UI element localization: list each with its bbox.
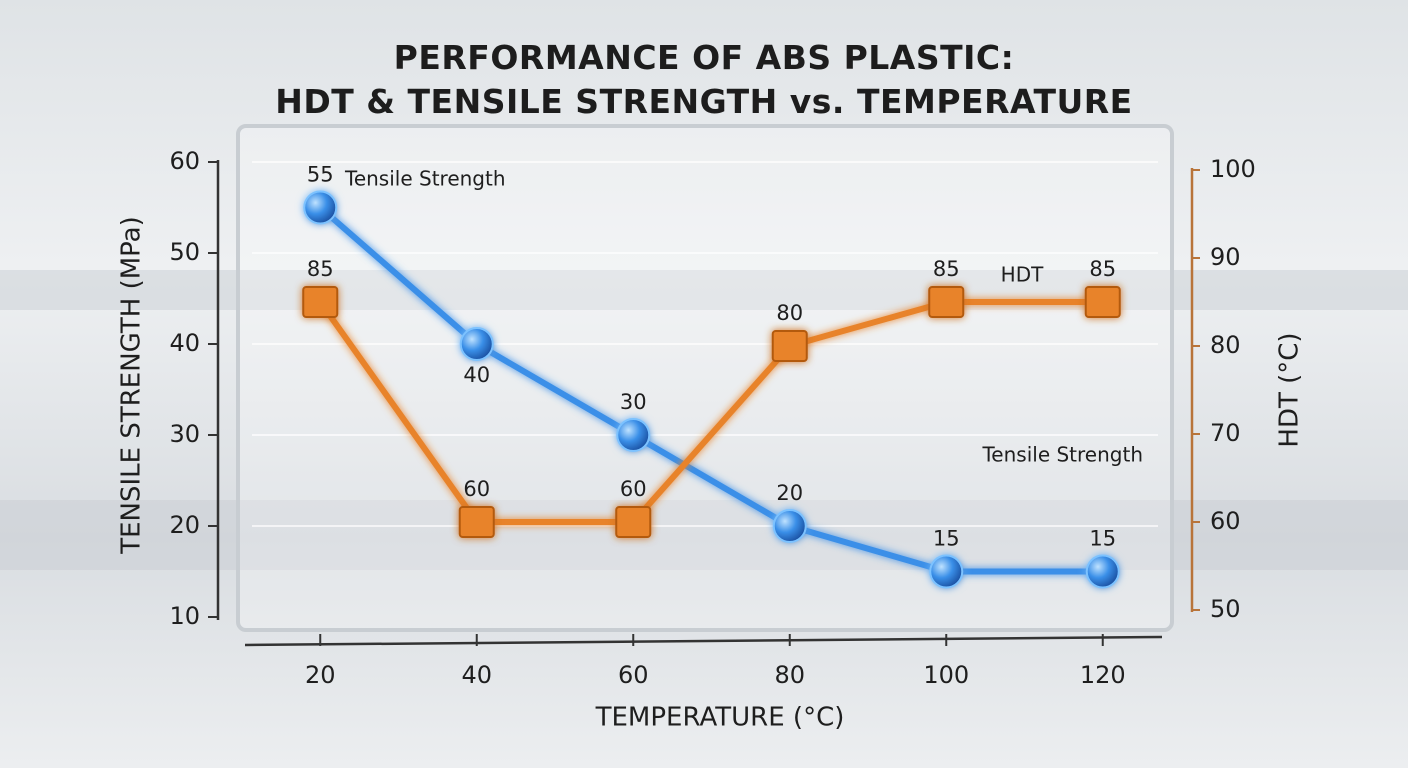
marker bbox=[771, 330, 808, 362]
y-tick-label: 60 bbox=[169, 147, 200, 175]
marker bbox=[459, 327, 494, 361]
chart-title: PERFORMANCE OF ABS PLASTIC: HDT & TENSIL… bbox=[275, 38, 1133, 121]
data-label: 15 bbox=[933, 527, 960, 551]
y2-tick-label: 80 bbox=[1210, 331, 1241, 359]
y2-tick-label: 100 bbox=[1210, 155, 1256, 183]
data-label: 20 bbox=[776, 481, 803, 505]
data-label: 60 bbox=[620, 477, 647, 501]
marker bbox=[303, 190, 338, 225]
data-label: 15 bbox=[1089, 527, 1116, 551]
data-label: 55 bbox=[307, 163, 334, 187]
data-label: 85 bbox=[1089, 257, 1116, 281]
x-tick-label: 80 bbox=[774, 661, 805, 689]
series-annotation: Tensile Strength bbox=[981, 443, 1143, 467]
y2-tick-label: 90 bbox=[1210, 243, 1241, 271]
marker bbox=[458, 506, 495, 538]
y2-axis-label: HDT (°C) bbox=[1275, 332, 1305, 447]
marker bbox=[1084, 286, 1121, 318]
y-axis-label: TENSILE STRENGTH (MPa) bbox=[117, 216, 147, 555]
glass-panel bbox=[236, 124, 1174, 632]
data-label: 30 bbox=[620, 390, 647, 414]
marker bbox=[1085, 554, 1120, 589]
x-axis-label: TEMPERATURE (°C) bbox=[595, 703, 845, 733]
series-annotation: Tensile Strength bbox=[344, 167, 506, 191]
x-axis bbox=[244, 635, 1163, 647]
series-line bbox=[318, 205, 1103, 575]
y-tick-label: 50 bbox=[169, 238, 200, 266]
marker bbox=[772, 509, 807, 543]
x-tick-label: 20 bbox=[305, 661, 336, 689]
y2-tick-label: 70 bbox=[1210, 419, 1241, 447]
marker bbox=[302, 286, 339, 318]
y2-tick-label: 60 bbox=[1210, 507, 1241, 535]
x-tick-label: 40 bbox=[461, 661, 492, 689]
series-annotation: HDT bbox=[1001, 263, 1044, 287]
y-tick-label: 40 bbox=[169, 329, 200, 357]
x-tick-label: 100 bbox=[923, 661, 969, 689]
y-tick-label: 30 bbox=[169, 420, 200, 448]
data-label: 85 bbox=[933, 257, 960, 281]
marker bbox=[616, 418, 651, 452]
x-tick-label: 60 bbox=[618, 661, 649, 689]
x-tick-label: 120 bbox=[1080, 661, 1126, 689]
data-label: 40 bbox=[463, 363, 490, 387]
data-label: 60 bbox=[463, 477, 490, 501]
y-tick-label: 10 bbox=[169, 602, 200, 630]
data-label: 85 bbox=[307, 257, 334, 281]
y2-tick-label: 50 bbox=[1210, 595, 1241, 623]
marker bbox=[928, 286, 965, 318]
y-tick-label: 20 bbox=[169, 511, 200, 539]
series-line bbox=[317, 299, 1103, 525]
marker bbox=[615, 506, 652, 538]
data-label: 80 bbox=[776, 301, 803, 325]
marker bbox=[929, 554, 964, 589]
